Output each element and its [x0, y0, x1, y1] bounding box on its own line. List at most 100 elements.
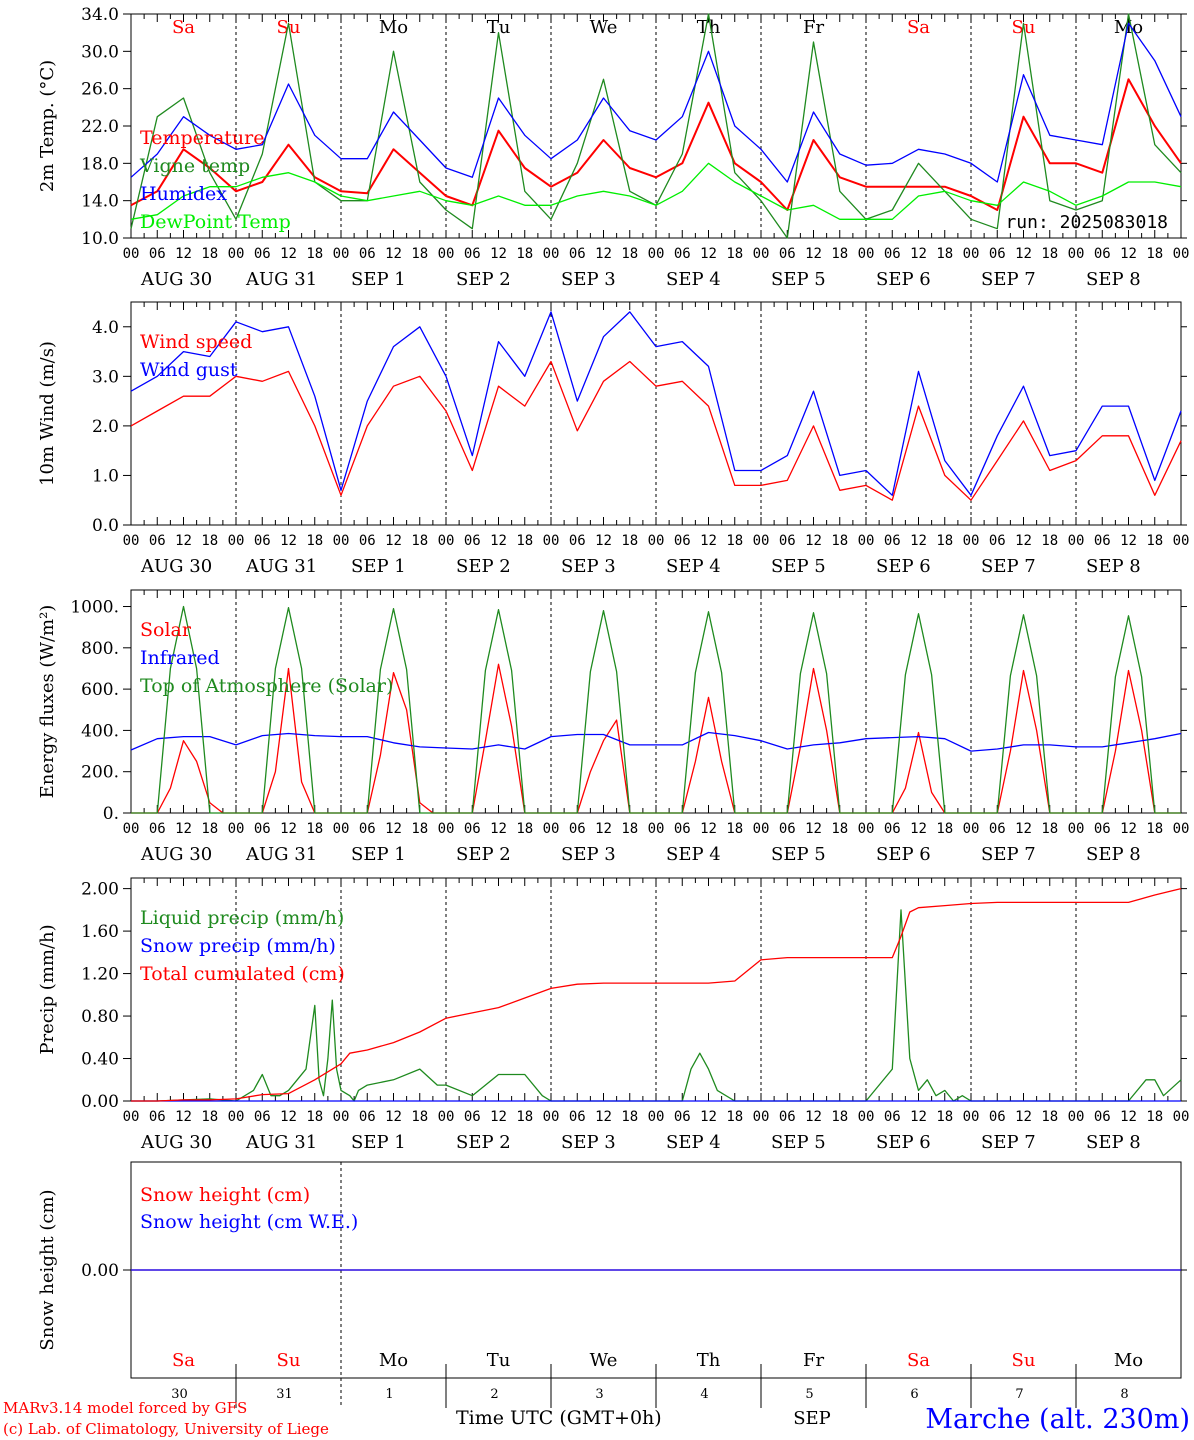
y-tick-label: 30.0 [81, 42, 119, 62]
hour-tick-label: 12 [1120, 821, 1137, 837]
hour-tick-label: 12 [700, 246, 717, 262]
station-label: Marche (alt. 230m) [925, 1404, 1190, 1435]
day-abbr: Th [697, 17, 721, 38]
date-label: SEP 3 [561, 269, 616, 290]
legend-entry: Temperature [140, 127, 264, 149]
date-label: AUG 31 [245, 269, 317, 290]
date-label: AUG 30 [140, 844, 212, 865]
date-label: SEP 7 [981, 269, 1036, 290]
date-label: AUG 31 [245, 1132, 317, 1153]
series-line-temp-0 [130, 78, 1182, 211]
hour-tick-label: 06 [254, 821, 271, 837]
hour-tick-label: 00 [543, 246, 560, 262]
hour-tick-label: 06 [254, 1109, 271, 1125]
hour-tick-label: 12 [280, 246, 297, 262]
hour-tick-label: 12 [490, 246, 507, 262]
hour-tick-label: 18 [411, 246, 428, 262]
date-label: SEP 3 [561, 1132, 616, 1153]
hour-tick-label: 00 [438, 533, 455, 549]
hour-tick-label: 18 [201, 533, 218, 549]
date-label: SEP 5 [771, 556, 826, 577]
hour-tick-label: 00 [228, 821, 245, 837]
date-label: SEP 6 [876, 1132, 931, 1153]
hour-tick-label: 12 [805, 1109, 822, 1125]
hour-tick-label: 06 [884, 821, 901, 837]
date-label: SEP 4 [666, 844, 721, 865]
plot-frame-energy [130, 589, 1182, 814]
day-abbr: Tu [487, 17, 511, 38]
hour-tick-label: 18 [306, 1109, 323, 1125]
hour-tick-label: 12 [1015, 533, 1032, 549]
y-axis-label: Precip (mm/h) [37, 924, 58, 1054]
series-line-temp-1 [130, 13, 1182, 239]
hour-tick-label: 06 [779, 821, 796, 837]
date-label: SEP 2 [456, 269, 511, 290]
hour-tick-label: 18 [726, 533, 743, 549]
day-abbr: Su [277, 1350, 301, 1371]
hour-tick-label: 00 [753, 246, 770, 262]
day-abbr: Fr [803, 17, 824, 38]
legend-entry: Total cumulated (cm) [140, 963, 345, 985]
hour-tick-label: 00 [648, 533, 665, 549]
y-tick-label: 200. [81, 763, 119, 783]
date-label: AUG 30 [140, 1132, 212, 1153]
legend-entry: Vigne temp [139, 155, 250, 177]
hour-tick-label: 06 [254, 533, 271, 549]
hour-tick-label: 06 [359, 821, 376, 837]
day-abbr: Tu [487, 1350, 511, 1371]
day-abbr: Sa [907, 17, 930, 38]
hour-tick-label: 18 [201, 821, 218, 837]
hour-tick-label: 18 [411, 821, 428, 837]
hour-tick-label: 06 [569, 821, 586, 837]
series-line-wind-0 [130, 360, 1182, 501]
hour-tick-label: 06 [1094, 246, 1111, 262]
hour-tick-label: 18 [621, 821, 638, 837]
hour-tick-label: 18 [516, 533, 533, 549]
y-tick-label: 0.0 [92, 516, 119, 536]
y-tick-label: 22.0 [81, 117, 119, 137]
date-label: SEP 2 [456, 1132, 511, 1153]
hour-tick-label: 00 [858, 533, 875, 549]
date-label: SEP 5 [771, 1132, 826, 1153]
plot-frame-wind [130, 301, 1182, 526]
hour-tick-label: 00 [333, 821, 350, 837]
y-tick-label: 400. [81, 721, 119, 741]
hour-tick-label: 18 [1146, 821, 1163, 837]
hour-tick-label: 06 [884, 1109, 901, 1125]
y-tick-label: 14.0 [81, 192, 119, 212]
hour-tick-label: 06 [989, 1109, 1006, 1125]
date-label: SEP 2 [456, 844, 511, 865]
y-tick-label: 0.00 [81, 1261, 119, 1281]
date-label: SEP 4 [666, 1132, 721, 1153]
day-abbr: Mo [1114, 1350, 1143, 1371]
y-tick-label: 3.0 [92, 367, 119, 387]
hour-tick-label: 12 [1015, 246, 1032, 262]
hour-tick-label: 06 [1094, 533, 1111, 549]
y-tick-label: 4.0 [92, 318, 119, 338]
hour-tick-label: 06 [359, 1109, 376, 1125]
day-number: 4 [700, 1387, 708, 1402]
y-tick-label: 0.00 [81, 1092, 119, 1112]
hour-tick-label: 00 [963, 1109, 980, 1125]
day-abbr: Mo [379, 1350, 408, 1371]
hour-tick-label: 06 [674, 246, 691, 262]
hour-tick-label: 06 [464, 246, 481, 262]
hour-tick-label: 12 [805, 246, 822, 262]
hour-tick-label: 12 [385, 246, 402, 262]
hour-tick-label: 18 [1146, 533, 1163, 549]
hour-tick-label: 12 [595, 821, 612, 837]
series-line-wind-1 [130, 311, 1182, 496]
legend-entry: Snow height (cm) [140, 1184, 310, 1206]
hour-tick-label: 18 [936, 1109, 953, 1125]
hour-tick-label: 00 [1173, 533, 1190, 549]
hour-tick-label: 06 [464, 821, 481, 837]
hour-tick-label: 00 [963, 533, 980, 549]
y-tick-label: 1000. [70, 598, 119, 618]
hour-tick-label: 06 [569, 246, 586, 262]
hour-tick-label: 00 [1173, 821, 1190, 837]
hour-tick-label: 18 [936, 533, 953, 549]
date-label: SEP 7 [981, 556, 1036, 577]
hour-tick-label: 06 [989, 246, 1006, 262]
day-number: 1 [385, 1387, 393, 1402]
y-tick-label: 1.0 [92, 466, 119, 486]
